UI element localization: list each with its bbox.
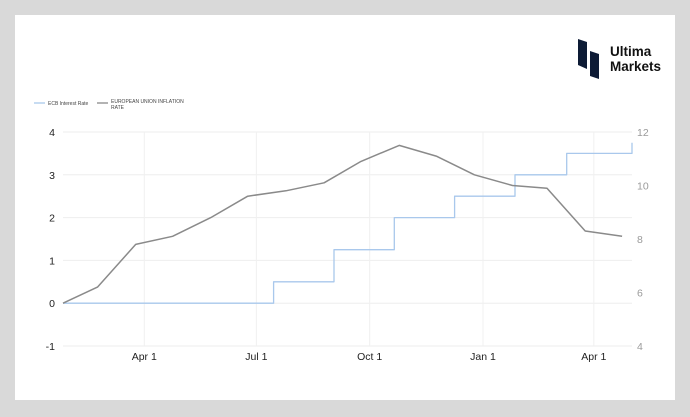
left-axis-tick-label: 1: [49, 255, 55, 267]
legend-label-eu-inflation-rate-line2: RATE: [111, 105, 125, 111]
x-axis-tick-label: Jul 1: [245, 351, 267, 363]
legend-label-ecb-interest-rate: ECB Interest Rate: [48, 101, 89, 107]
right-axis-tick-label: 6: [637, 288, 643, 300]
brand-name-line2: Markets: [609, 59, 661, 74]
right-axis-tick-label: 4: [637, 341, 643, 353]
x-axis-tick-label: Oct 1: [357, 351, 382, 363]
left-axis-tick-label: 0: [49, 298, 55, 310]
left-axis-tick-label: 2: [49, 213, 55, 225]
grid: [63, 131, 632, 347]
left-axis-tick-label: 3: [49, 170, 55, 182]
line-chart: ECB Interest Rate EUROPEAN UNION INFLATI…: [34, 99, 649, 363]
legend: ECB Interest Rate EUROPEAN UNION INFLATI…: [34, 99, 184, 111]
x-axis-tick-label: Apr 1: [132, 351, 157, 363]
right-axis-tick-label: 8: [637, 234, 643, 246]
series-line-ecb-interest-rate: [63, 142, 633, 304]
legend-label-eu-inflation-rate-line1: EUROPEAN UNION INFLATION: [111, 99, 184, 105]
ultima-markets-logo-icon: [577, 39, 599, 79]
chart-panel: Ultima Markets ECB Interest Rate EUROPEA…: [15, 15, 675, 400]
brand-name-line1: Ultima: [609, 44, 652, 59]
x-axis-tick-label: Jan 1: [470, 351, 496, 363]
left-axis-tick-label: 4: [49, 127, 55, 139]
left-axis-tick-label: -1: [46, 341, 55, 353]
x-axis-tick-label: Apr 1: [581, 351, 606, 363]
brand-name: Ultima Markets: [610, 44, 661, 74]
brand-logo: Ultima Markets: [577, 39, 661, 79]
series: [62, 142, 633, 304]
right-axis-tick-label: 12: [637, 127, 649, 139]
series-line-eu-inflation-rate: [62, 144, 623, 304]
right-axis-tick-label: 10: [637, 181, 649, 193]
